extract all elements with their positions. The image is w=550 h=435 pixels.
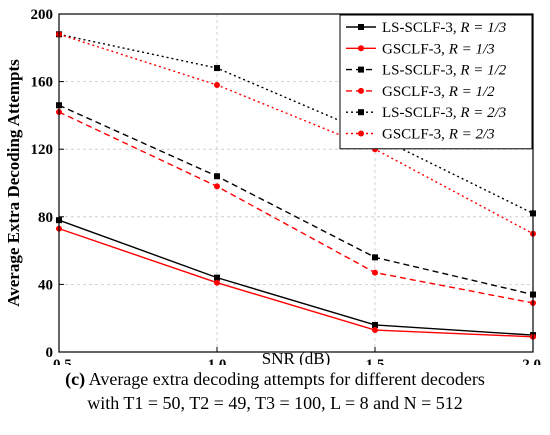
data-point — [214, 279, 220, 286]
legend-label: LS-SCLF-3, R = 2/3 — [382, 105, 506, 121]
y-tick-label: 120 — [31, 142, 54, 158]
y-tick-label: 200 — [31, 7, 54, 23]
legend-label: GSCLF-3, R = 2/3 — [382, 127, 495, 143]
legend-rate: R = 2/3 — [459, 105, 506, 121]
legend-label: LS-SCLF-3, R = 1/2 — [382, 63, 507, 79]
data-point — [372, 254, 378, 261]
data-point — [214, 274, 220, 281]
legend-entry: GSCLF-3, R = 2/3 — [346, 127, 495, 143]
x-tick-label: 1.5 — [366, 357, 385, 365]
legend-marker — [358, 66, 364, 73]
x-axis-label: SNR (dB) — [262, 349, 330, 365]
x-tick-label: 0.5 — [53, 357, 72, 365]
y-axis-ticks: 0 40 80 120 160 200 — [31, 7, 64, 361]
caption-text: Average extra decoding attempts for diff… — [85, 369, 485, 389]
data-point — [214, 173, 220, 180]
legend-marker — [358, 24, 364, 30]
data-point — [372, 327, 378, 334]
figure-caption-line-2: with T1 = 50, T2 = 49, T3 = 100, L = 8 a… — [87, 393, 463, 413]
y-tick-label: 40 — [38, 277, 53, 293]
legend-rate: R = 1/2 — [459, 63, 506, 79]
legend-marker — [358, 109, 364, 116]
series-line — [58, 111, 534, 304]
x-tick-label: 1.0 — [208, 357, 227, 365]
legend-label: GSCLF-3, R = 1/3 — [382, 41, 495, 57]
legend: LS-SCLF-3, R = 1/3 GSCLF-3, R = 1/3 LS-SCL… — [339, 14, 533, 150]
legend-label: GSCLF-3, R = 1/2 — [382, 84, 495, 100]
legend-entry: LS-SCLF-3, R = 2/3 — [346, 105, 506, 121]
data-point — [372, 269, 378, 276]
x-axis-ticks: 0.5 1.0 1.5 2.0 — [53, 347, 541, 365]
y-tick-label: 0 — [46, 345, 54, 361]
series-2 — [56, 225, 536, 340]
series-line — [58, 33, 534, 235]
legend-rate: R = 2/3 — [448, 127, 495, 143]
y-tick-label: 160 — [31, 75, 54, 91]
series-line — [58, 104, 534, 296]
figure-caption-line-1: (c) Average extra decoding attempts for … — [0, 368, 550, 390]
legend-rate: R = 1/3 — [448, 41, 495, 57]
series-line — [58, 219, 534, 336]
y-tick-label: 80 — [38, 210, 53, 226]
caption-label: (c) — [65, 369, 86, 389]
series-line — [58, 227, 534, 338]
data-point — [372, 321, 378, 328]
legend-marker — [358, 45, 364, 52]
legend-rate: R = 1/2 — [448, 84, 495, 100]
legend-box — [339, 14, 533, 150]
legend-entry: GSCLF-3, R = 1/3 — [346, 41, 495, 57]
legend-label: LS-SCLF-3, R = 1/3 — [382, 20, 506, 36]
legend-rate: R = 1/3 — [459, 20, 506, 36]
data-point — [214, 81, 220, 88]
data-point — [214, 183, 220, 190]
x-tick-label: 2.0 — [522, 357, 541, 365]
legend-entry: LS-SCLF-3, R = 1/2 — [346, 63, 507, 79]
y-axis-label: Average Extra Decoding Attempts — [4, 59, 23, 307]
legend-entry: GSCLF-3, R = 1/2 — [346, 84, 495, 100]
legend-marker — [358, 130, 364, 137]
plot-frame — [58, 13, 534, 353]
legend-entry: LS-SCLF-3, R = 1/3 — [346, 20, 506, 36]
line-chart: 0.5 1.0 1.5 2.0 0 40 80 120 160 200 SNR (dB) Ave… — [4, 7, 541, 365]
data-point — [214, 65, 220, 72]
legend-marker — [358, 87, 364, 94]
series-line — [58, 33, 534, 215]
